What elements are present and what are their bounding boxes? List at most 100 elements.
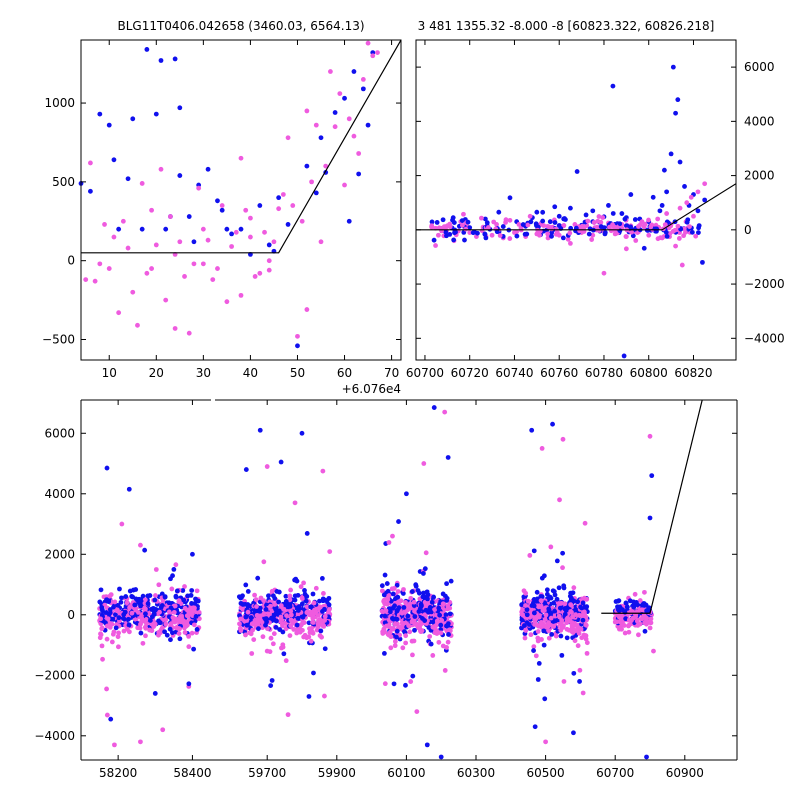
data-point	[560, 235, 566, 241]
data-point	[543, 623, 548, 629]
data-point	[254, 604, 259, 609]
data-point	[337, 91, 343, 96]
data-point	[534, 589, 540, 595]
data-point	[186, 633, 192, 639]
data-point	[321, 591, 326, 596]
data-point	[257, 270, 263, 276]
data-point	[250, 627, 255, 633]
data-point	[391, 681, 397, 687]
data-point	[190, 551, 195, 557]
data-point	[384, 581, 390, 586]
data-point	[83, 277, 89, 283]
data-point	[168, 637, 173, 643]
data-point	[520, 222, 526, 227]
data-point	[571, 730, 576, 736]
data-point	[580, 617, 586, 623]
data-point	[412, 608, 417, 614]
data-point	[410, 652, 415, 658]
x-tick-label: 59900	[318, 766, 356, 780]
data-point	[400, 645, 406, 651]
data-point	[139, 226, 145, 232]
data-point	[184, 620, 190, 626]
plot-title: BLG11T0406.042658 (3460.03, 6564.13)	[117, 19, 364, 33]
data-point	[394, 582, 400, 588]
data-point	[120, 218, 126, 224]
data-point	[610, 83, 616, 89]
data-point	[546, 628, 552, 634]
data-point	[535, 677, 541, 682]
data-point	[596, 214, 602, 219]
data-point	[420, 594, 426, 600]
data-point	[238, 155, 244, 161]
data-point	[309, 179, 314, 185]
data-point	[463, 226, 469, 232]
data-point	[397, 636, 403, 642]
data-point	[422, 566, 428, 572]
data-point	[310, 620, 316, 625]
data-point	[168, 214, 173, 219]
data-point	[105, 616, 111, 622]
data-point	[170, 615, 176, 620]
data-point	[554, 596, 560, 602]
data-point	[557, 497, 562, 503]
data-point	[634, 618, 640, 624]
data-point	[538, 620, 544, 625]
data-point	[261, 559, 267, 565]
data-point	[115, 602, 121, 608]
data-point	[166, 614, 172, 620]
data-point	[395, 589, 401, 594]
data-point	[313, 190, 319, 196]
data-point	[351, 133, 357, 139]
data-point	[424, 742, 430, 748]
data-point	[326, 602, 332, 608]
data-point	[278, 603, 284, 608]
data-point	[413, 582, 419, 588]
data-point	[423, 550, 429, 556]
data-point	[149, 266, 154, 271]
data-point	[322, 618, 327, 623]
data-point	[92, 278, 98, 284]
data-point	[405, 613, 411, 619]
data-point	[243, 614, 249, 620]
data-point	[382, 681, 388, 687]
data-point	[585, 218, 591, 224]
data-point	[484, 220, 490, 226]
data-point	[549, 226, 555, 232]
data-point	[548, 544, 554, 550]
data-point	[564, 620, 570, 626]
data-point	[601, 225, 607, 231]
data-point	[679, 262, 685, 268]
data-point	[438, 622, 444, 628]
data-point	[647, 433, 653, 439]
data-point	[295, 615, 301, 621]
data-point	[571, 585, 577, 591]
data-point	[578, 604, 583, 610]
data-point	[696, 225, 701, 231]
y-tick-label: −500	[42, 333, 75, 347]
data-point	[116, 615, 122, 621]
data-point	[171, 567, 177, 572]
y-tick-label: 1000	[44, 96, 75, 110]
data-point	[650, 194, 656, 200]
data-point	[266, 258, 272, 264]
y-tick-label: 6000	[744, 60, 775, 74]
data-point	[401, 605, 407, 610]
data-point	[191, 239, 197, 245]
x-tick-label: 59700	[248, 766, 286, 780]
data-point	[439, 228, 444, 234]
data-point	[156, 629, 162, 635]
data-point	[266, 242, 272, 248]
data-point	[382, 572, 388, 578]
data-point	[297, 629, 302, 635]
data-point	[318, 628, 324, 634]
data-point	[149, 207, 154, 213]
axes-frame	[80, 39, 402, 361]
data-point	[536, 660, 542, 666]
data-point	[200, 261, 206, 267]
data-point	[583, 622, 589, 628]
data-point	[688, 194, 694, 200]
data-point	[129, 610, 135, 616]
data-point	[429, 219, 435, 225]
data-point	[575, 643, 581, 649]
